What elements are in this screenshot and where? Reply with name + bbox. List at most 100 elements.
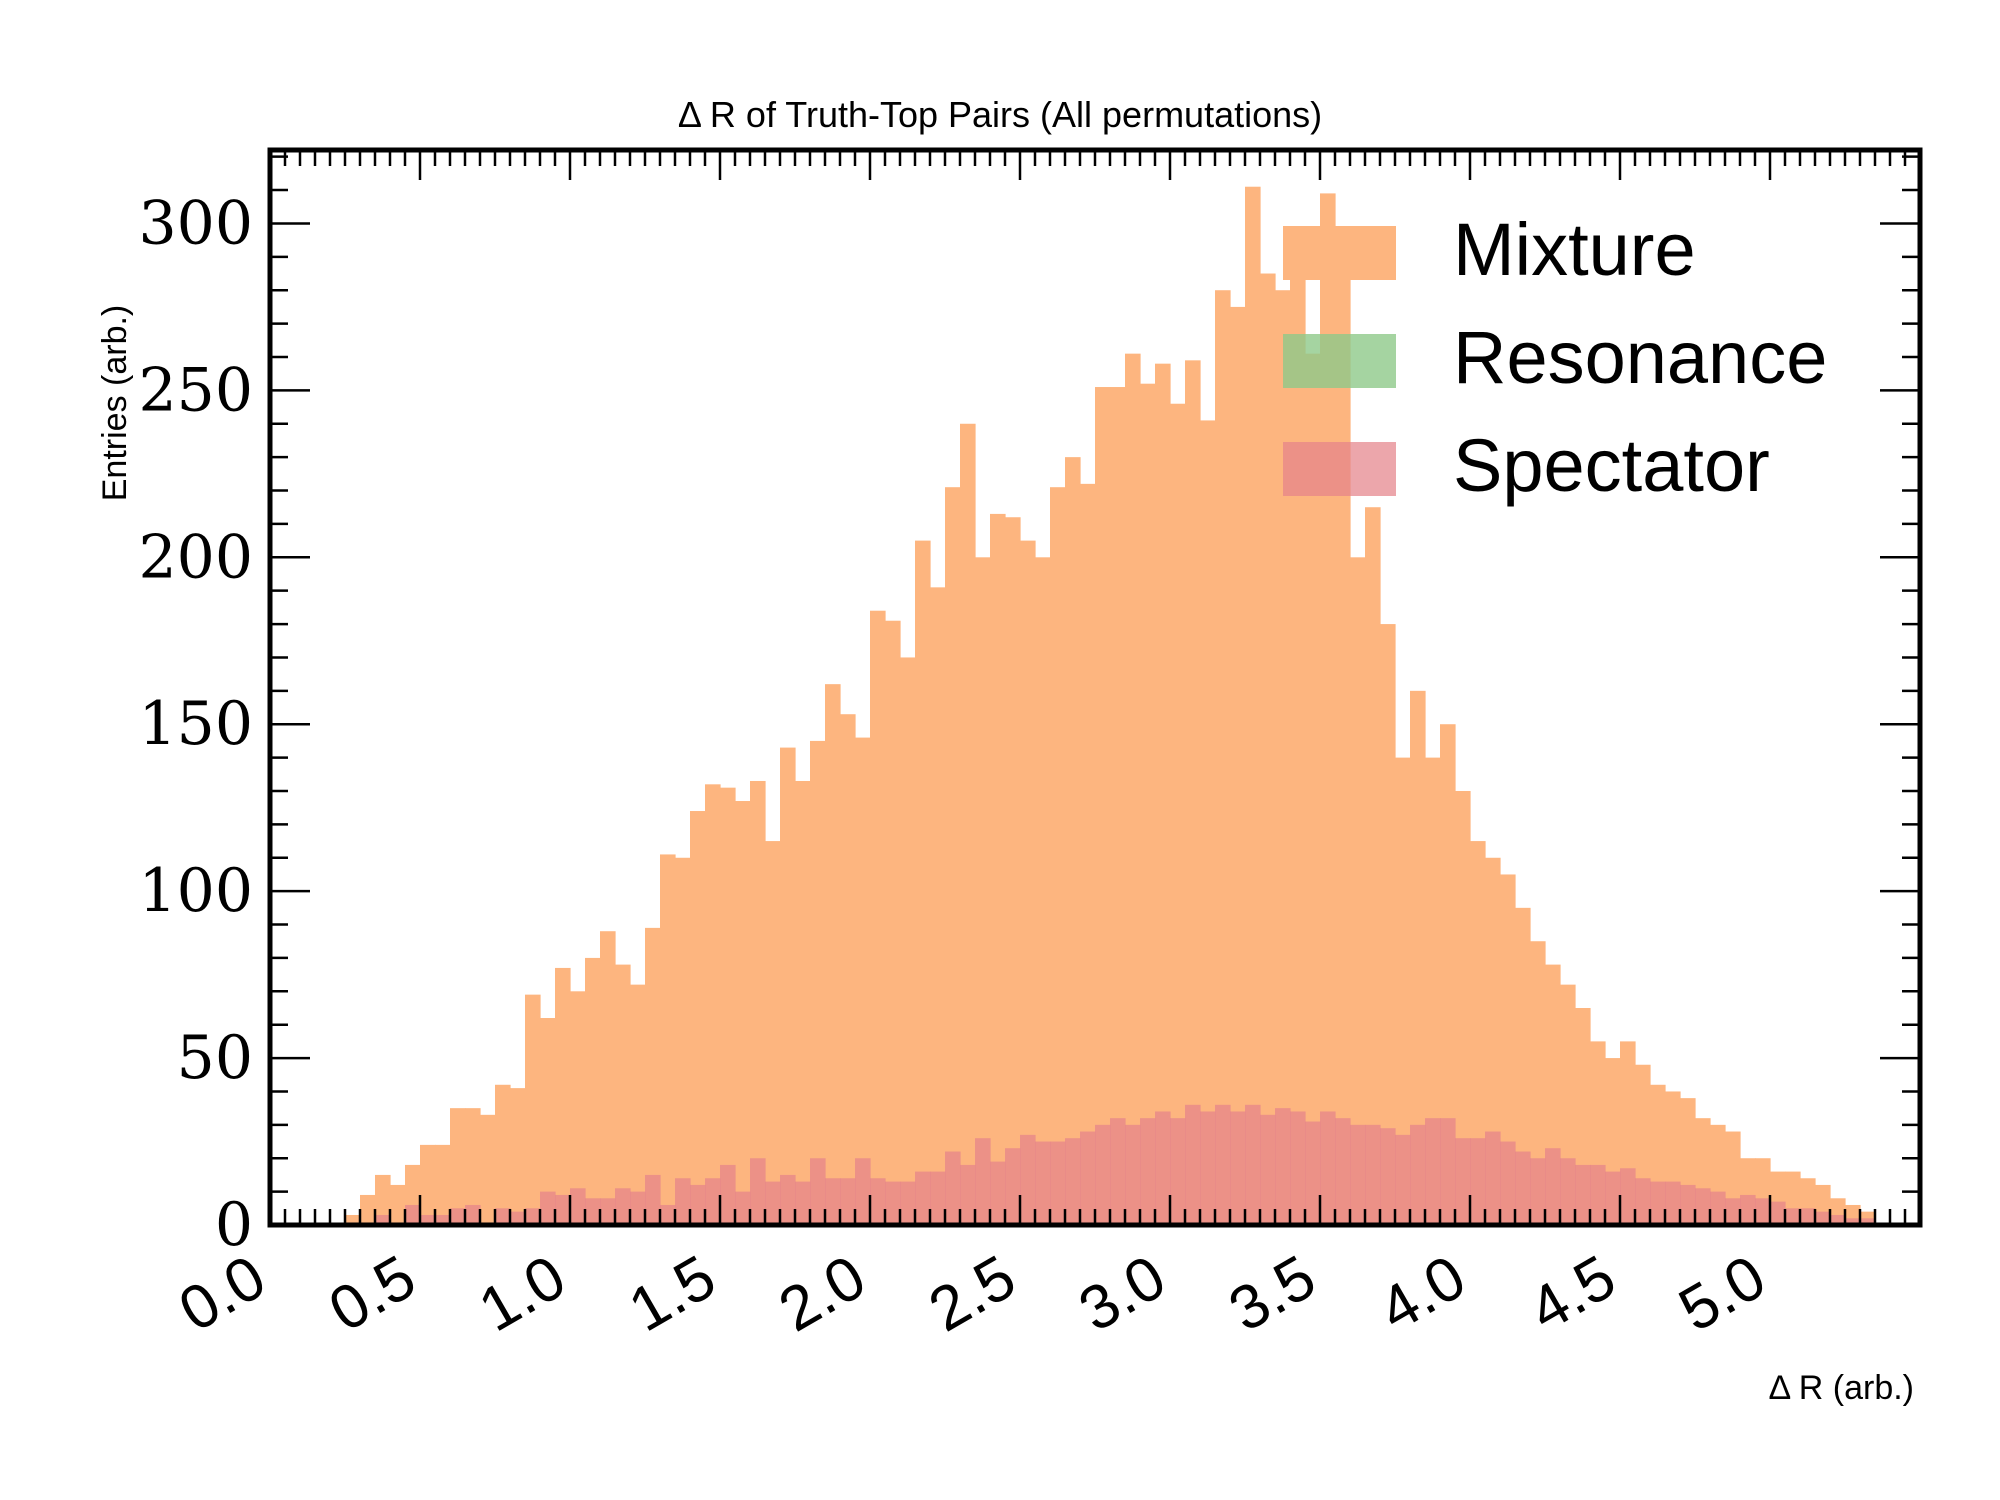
- mixture-bar: [885, 620, 901, 1225]
- spectator-bar: [450, 1208, 466, 1225]
- y-tick-label: 0: [215, 1190, 253, 1260]
- spectator-bar: [1590, 1164, 1606, 1225]
- mixture-bar: [675, 857, 691, 1225]
- mixture-bar: [600, 931, 616, 1225]
- spectator-bar: [735, 1191, 751, 1225]
- mixture-bar: [465, 1108, 481, 1225]
- mixture-bar: [1215, 290, 1231, 1226]
- spectator-bar: [1440, 1118, 1456, 1225]
- spectator-bar: [1785, 1208, 1801, 1225]
- x-tick-label: 0.5: [318, 1242, 427, 1345]
- histogram-bars: [345, 186, 1876, 1226]
- mixture-bar: [1305, 353, 1321, 1225]
- spectator-bar: [1080, 1131, 1096, 1225]
- mixture-bar: [540, 1018, 556, 1225]
- spectator-bar: [810, 1158, 826, 1225]
- y-tick-label: 250: [138, 355, 253, 425]
- mixture-bar: [1365, 507, 1381, 1226]
- legend-label-spectator: Spectator: [1453, 424, 1770, 507]
- spectator-bar: [555, 1194, 571, 1225]
- spectator-bar: [1260, 1114, 1276, 1225]
- spectator-bar: [1215, 1104, 1231, 1225]
- spectator-bar: [1455, 1138, 1471, 1225]
- spectator-bar: [960, 1164, 976, 1225]
- spectator-bar: [435, 1214, 451, 1225]
- spectator-bar: [420, 1214, 436, 1225]
- x-tick-label: 0.0: [168, 1242, 277, 1345]
- spectator-bar: [510, 1211, 526, 1225]
- spectator-bar: [615, 1188, 631, 1225]
- mixture-bar: [510, 1088, 526, 1225]
- spectator-bar: [1545, 1148, 1561, 1225]
- spectator-bar: [405, 1204, 421, 1225]
- spectator-bar: [945, 1151, 961, 1225]
- mixture-bar: [1005, 517, 1021, 1225]
- mixture-bar: [1410, 690, 1426, 1225]
- spectator-bar: [915, 1171, 931, 1225]
- spectator-bar: [660, 1204, 676, 1225]
- spectator-bar: [585, 1198, 601, 1225]
- mixture-bar: [585, 957, 601, 1225]
- mixture-bar: [375, 1174, 391, 1225]
- spectator-bar: [1230, 1111, 1246, 1225]
- spectator-bar: [1515, 1151, 1531, 1225]
- x-tick-label: 1.5: [618, 1242, 727, 1345]
- x-tick-label: 1.0: [468, 1242, 577, 1345]
- y-tick-labels: 0 50 100 150 200 250 300: [138, 188, 253, 1260]
- mixture-bar: [780, 747, 796, 1225]
- mixture-bar: [420, 1144, 436, 1225]
- mixture-bar: [1515, 907, 1531, 1225]
- spectator-bar: [1710, 1191, 1726, 1225]
- plot-frame: [267, 147, 1923, 1228]
- spectator-bar: [765, 1181, 781, 1225]
- mixture-bar: [435, 1144, 451, 1225]
- legend-item-mixture: Mixture: [1283, 208, 1696, 291]
- mixture-bar: [825, 684, 841, 1225]
- mixture-bar: [1530, 941, 1546, 1225]
- spectator-bar: [1200, 1111, 1216, 1225]
- mixture-bar: [525, 994, 541, 1225]
- mixture-bar: [1065, 457, 1081, 1225]
- y-axis-label: Entries (arb.): [96, 305, 134, 502]
- spectator-bar: [900, 1181, 916, 1225]
- spectator-bar: [1035, 1141, 1051, 1225]
- mixture-bar: [345, 1214, 361, 1225]
- spectator-bar: [1020, 1134, 1036, 1225]
- legend-item-spectator: Spectator: [1283, 424, 1770, 507]
- mixture-bar: [1110, 387, 1126, 1225]
- spectator-bar: [1860, 1218, 1876, 1225]
- mixture-bar: [1050, 487, 1066, 1225]
- spectator-bar: [1395, 1134, 1411, 1225]
- mixture-bar: [1440, 724, 1456, 1225]
- spectator-bar: [1695, 1188, 1711, 1225]
- mixture-bar: [975, 557, 991, 1225]
- spectator-bar: [1620, 1168, 1636, 1225]
- spectator-bar: [495, 1208, 511, 1225]
- legend-label-resonance: Resonance: [1453, 316, 1827, 399]
- mixture-bar: [570, 991, 586, 1225]
- mixture-bar: [1020, 540, 1036, 1225]
- spectator-bar: [1410, 1124, 1426, 1225]
- mixture-bar: [1095, 387, 1111, 1225]
- spectator-bar: [1560, 1158, 1576, 1225]
- legend-swatch-resonance: [1283, 334, 1396, 388]
- spectator-bar: [1530, 1158, 1546, 1225]
- mixture-bar: [480, 1114, 496, 1225]
- spectator-bar: [795, 1181, 811, 1225]
- spectator-bar: [1575, 1164, 1591, 1225]
- spectator-bar: [870, 1178, 886, 1225]
- mixture-bar: [750, 780, 766, 1225]
- y-tick-label: 200: [138, 522, 253, 592]
- mixture-bar: [720, 787, 736, 1225]
- spectator-bar: [1155, 1111, 1171, 1225]
- mixture-bar: [855, 737, 871, 1225]
- mixture-bar: [960, 423, 976, 1225]
- mixture-bar: [1455, 790, 1471, 1225]
- mixture-bar: [945, 487, 961, 1225]
- mixture-bar: [765, 841, 781, 1225]
- spectator-bar: [1755, 1198, 1771, 1225]
- spectator-bar: [1350, 1124, 1366, 1225]
- y-tick-label: 150: [138, 689, 253, 759]
- mixture-bar: [360, 1194, 376, 1225]
